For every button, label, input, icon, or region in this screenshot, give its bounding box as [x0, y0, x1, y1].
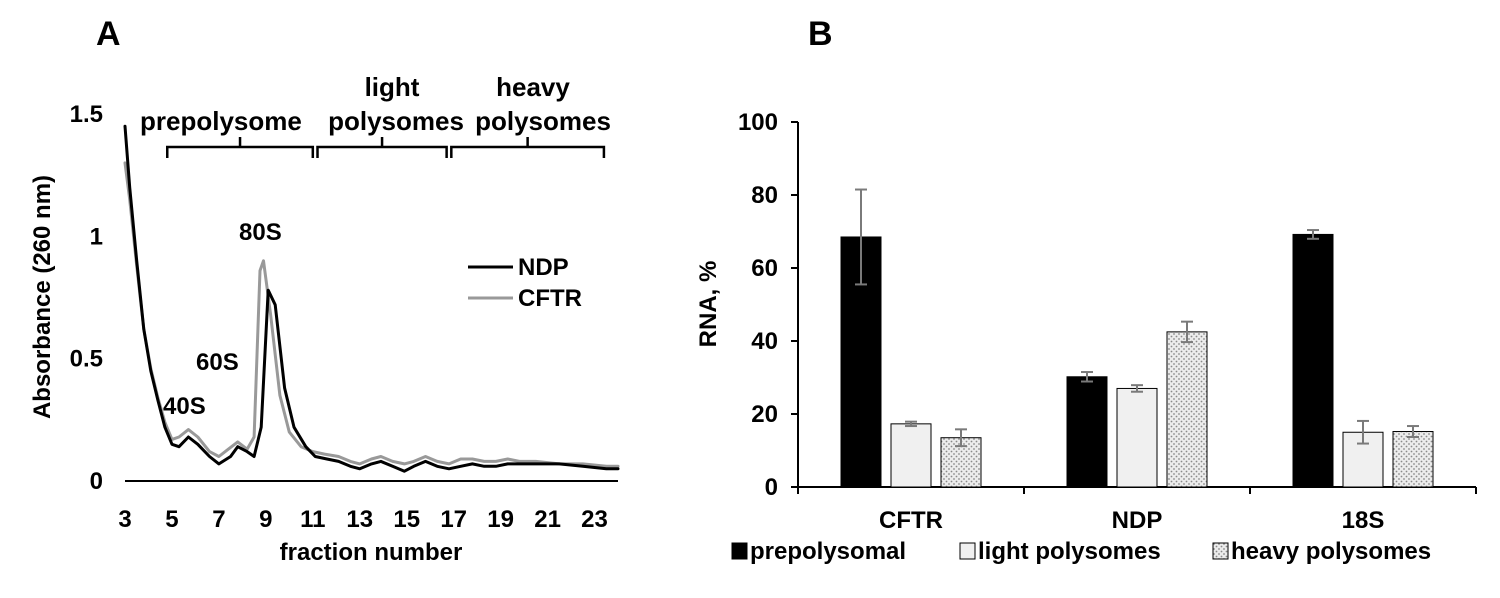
- y-tick-labels: 0 0.5 1 1.5: [70, 101, 103, 495]
- bar-18s-heavy-polysomes: [1392, 431, 1434, 488]
- category-labels: CFTR NDP 18S: [879, 507, 1384, 534]
- legend-heavy-swatch: [1212, 542, 1229, 560]
- x-tick-label: 11: [300, 506, 325, 533]
- series-line-cftr: [123, 161, 620, 468]
- x-tick-label: 9: [259, 506, 272, 533]
- legend-ndp-label: NDP: [518, 254, 569, 281]
- bracket-prepolysome: [166, 137, 315, 158]
- y-tick-label: 1.5: [70, 101, 103, 128]
- bracket-light: [316, 137, 448, 158]
- y-axis-label: Absorbance (260 nm): [29, 175, 56, 419]
- annotation-40s: 40S: [163, 393, 206, 420]
- bar-18s-prepolysomal: [1292, 233, 1334, 488]
- legend-light-label: light polysomes: [978, 538, 1161, 565]
- y-tick-label: 20: [751, 401, 778, 428]
- y-tick-label: 0.5: [70, 346, 103, 373]
- x-tick-labels: 3 5 7 9 11 13 15 17 19 21 23: [118, 506, 608, 533]
- category-label: CFTR: [879, 507, 943, 534]
- panel-b-label: B: [808, 15, 833, 53]
- y-tick-label: 100: [738, 109, 778, 136]
- legend-heavy-label: heavy polysomes: [1231, 538, 1431, 565]
- legend-prepolysomal-label: prepolysomal: [750, 538, 906, 565]
- y-tick-label: 80: [751, 182, 778, 209]
- x-tick-label: 7: [212, 506, 225, 533]
- bar-y-ticks: 0 20 40 60 80 100: [738, 109, 1477, 501]
- x-tick-label: 21: [534, 506, 561, 533]
- plot-lines: [123, 124, 620, 473]
- x-tick-label: 23: [581, 506, 608, 533]
- x-tick-label: 5: [165, 506, 178, 533]
- region-label-prepolysome: prepolysome: [140, 106, 302, 136]
- legend-prepolysomal-swatch: [731, 542, 748, 560]
- bars: [840, 188, 1434, 488]
- y-tick-label: 0: [90, 468, 103, 495]
- bar-ndp-heavy-polysomes: [1166, 331, 1208, 488]
- legend-cftr-label: CFTR: [518, 285, 582, 312]
- region-brackets: [166, 137, 606, 158]
- y-tick-label: 0: [765, 474, 778, 501]
- x-tick-label: 3: [118, 506, 131, 533]
- region-label-heavy-1: heavy: [496, 72, 570, 102]
- x-axis-label: fraction number: [280, 539, 463, 566]
- x-tick-label: 13: [346, 506, 373, 533]
- panel-a-label: A: [96, 15, 121, 53]
- panel-b: B RNA, % 0 20 40 60 80 100 CFTR NDP 18S prepoly…: [695, 15, 1477, 565]
- region-label-light-1: light: [365, 72, 420, 102]
- x-tick-label: 17: [440, 506, 467, 533]
- x-tick-label: 15: [393, 506, 420, 533]
- y-tick-label: 1: [90, 223, 103, 250]
- region-label-light-2: polysomes: [328, 106, 464, 136]
- region-label-heavy-2: polysomes: [475, 106, 611, 136]
- legend-a: NDP CFTR: [468, 254, 582, 312]
- category-label: NDP: [1112, 507, 1163, 534]
- category-label: 18S: [1342, 507, 1385, 534]
- legend-light-swatch: [959, 542, 976, 560]
- bar-y-axis-label: RNA, %: [695, 261, 722, 348]
- x-tick-label: 19: [487, 506, 514, 533]
- annotation-80s: 80S: [239, 219, 282, 246]
- bracket-heavy: [450, 137, 606, 158]
- bar-ndp-prepolysomal: [1066, 376, 1108, 488]
- legend-b: prepolysomal light polysomes heavy polys…: [731, 538, 1431, 565]
- series-line-ndp: [123, 124, 620, 473]
- annotation-60s: 60S: [196, 349, 239, 376]
- bar-ndp-light-polysomes: [1116, 387, 1158, 488]
- y-tick-label: 60: [751, 255, 778, 282]
- y-tick-label: 40: [751, 328, 778, 355]
- panel-a: A Absorbance (260 nm) fraction number 3 5…: [29, 15, 620, 566]
- bar-cftr-light-polysomes: [890, 423, 932, 488]
